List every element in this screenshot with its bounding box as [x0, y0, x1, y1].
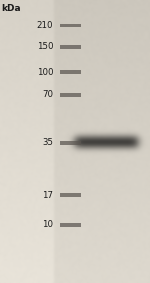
Text: 35: 35	[42, 138, 53, 147]
Bar	[60, 45, 81, 49]
Text: 150: 150	[37, 42, 53, 51]
Text: 17: 17	[42, 191, 53, 200]
Bar	[60, 70, 81, 74]
Text: 10: 10	[42, 220, 53, 230]
Bar	[60, 194, 81, 197]
Text: 210: 210	[37, 21, 53, 30]
Bar	[60, 141, 81, 145]
Bar	[60, 23, 81, 27]
Bar	[60, 23, 81, 27]
Bar	[60, 141, 81, 145]
Bar	[60, 45, 81, 49]
Bar	[60, 223, 81, 227]
Bar	[60, 70, 81, 74]
Text: kDa: kDa	[2, 4, 21, 13]
Bar	[60, 93, 81, 97]
Text: 70: 70	[42, 90, 53, 99]
Bar	[60, 223, 81, 227]
Bar	[60, 93, 81, 97]
Bar	[60, 194, 81, 197]
Text: 100: 100	[37, 68, 53, 77]
